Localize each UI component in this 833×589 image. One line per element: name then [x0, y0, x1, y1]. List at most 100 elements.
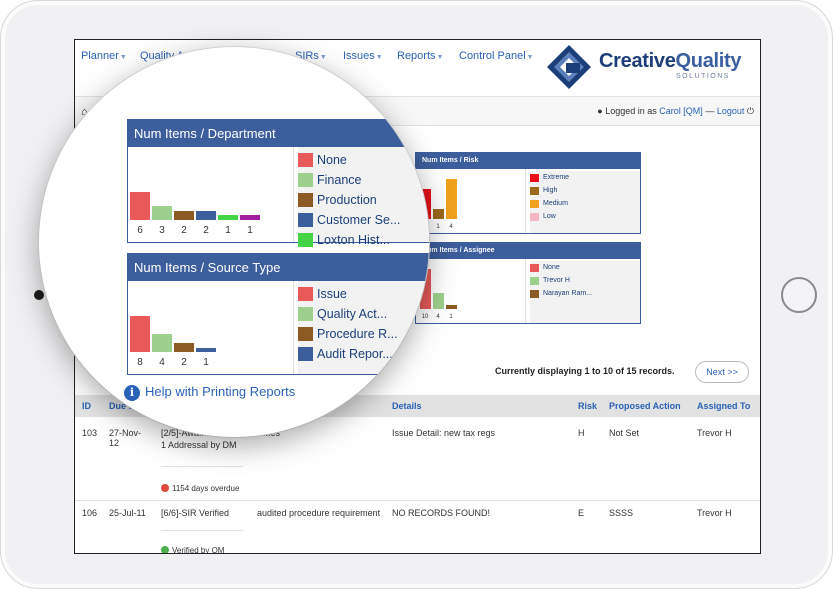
- bar-value-label: 6: [137, 225, 143, 236]
- legend-item: Procedure R...: [298, 324, 429, 344]
- row-risk: E: [578, 508, 585, 518]
- help-printing-link[interactable]: i Help with Printing Reports: [124, 384, 295, 401]
- panel-title: Num Items / Risk: [416, 153, 640, 169]
- row-status: [6/6]-SIR Verified: [161, 508, 230, 518]
- logo-wordmark: CreativeQuality: [599, 50, 742, 72]
- login-status: ● Logged in as Carol [QM] — Logout ⏻: [597, 106, 754, 116]
- row-link[interactable]: audited procedure requirement: [257, 508, 381, 518]
- risk-chart: 314: [416, 169, 526, 233]
- logo-diamond-icon: [547, 45, 591, 89]
- row-details: NO RECORDS FOUND!: [392, 508, 491, 518]
- next-page-button[interactable]: Next >>: [695, 361, 749, 383]
- nav-item-5[interactable]: Control Panel▼: [459, 50, 534, 62]
- bar-value-label: 1: [436, 224, 440, 230]
- divider: [75, 500, 760, 501]
- legend-item: Quality Act...: [298, 304, 429, 324]
- col-assigned[interactable]: Assigned To: [697, 401, 751, 411]
- chart-bar: [196, 347, 216, 352]
- department-legend: None Finance Production Customer Se... Loxto…: [298, 147, 429, 247]
- chart-bar: [446, 305, 457, 309]
- chart-bar: [240, 215, 260, 220]
- row-assigned: Trevor H: [697, 428, 732, 438]
- divider: [161, 466, 243, 467]
- bar-value-label: 8: [137, 357, 143, 368]
- home-icon[interactable]: ⌂: [81, 106, 88, 118]
- legend-item: Finance: [298, 170, 429, 190]
- chart-bar: [152, 206, 172, 220]
- chart-bar: [130, 316, 150, 352]
- main-nav: Planner▼Quality A…▼SIRs▼Issues▼Reports▼C…: [75, 40, 760, 94]
- legend-item: Production: [298, 190, 429, 210]
- company-logo: CreativeQuality SOLUTIONS: [543, 43, 758, 93]
- bar-value-label: 1: [449, 314, 453, 320]
- chart-panel-source-type: Num Items / Source Type 8 4 2 1 Issue Qualit…: [127, 253, 429, 375]
- panel-title: Num Items / Assignee: [416, 243, 640, 259]
- chart-bar: [174, 210, 194, 220]
- bar-value-label: 3: [159, 225, 165, 236]
- legend-item: Issue: [298, 284, 429, 304]
- bar-value-label: 2: [203, 225, 209, 236]
- row-id-link[interactable]: 103: [82, 428, 98, 438]
- logo-tagline: SOLUTIONS: [676, 73, 730, 80]
- chart-panel-risk: Num Items / Risk 314 ExtremeHighMediumLo…: [415, 152, 641, 234]
- bar-value-label: 1: [247, 225, 253, 236]
- row-action: SSSS: [609, 508, 634, 518]
- divider: [161, 530, 243, 531]
- row-id-link[interactable]: 106: [82, 508, 98, 518]
- risk-legend: Extreme High Medium Low: [530, 171, 640, 233]
- col-details[interactable]: Details: [392, 401, 422, 411]
- power-icon[interactable]: ⏻: [746, 106, 754, 116]
- assignee-legend: None Trevor H Narayan Ram...: [530, 261, 640, 323]
- col-due[interactable]: Due D: [109, 401, 136, 411]
- row-details: Issue Detail: new tax regs: [392, 428, 496, 438]
- legend-item: Medium: [530, 197, 640, 210]
- overdue-status: 1154 days overdue: [161, 484, 239, 493]
- magnifier-lens: Num Items / Department 6 3 2 2 1 1 None Financ…: [39, 47, 429, 437]
- user-link[interactable]: Carol [QM]: [659, 106, 703, 116]
- bar-value-label: 4: [449, 224, 453, 230]
- source-chart: 8 4 2 1: [128, 281, 294, 374]
- row-due: 27-Nov- 12: [109, 428, 142, 448]
- legend-item: Loxton Hist...: [298, 230, 429, 250]
- nav-item-3[interactable]: Issues▼: [343, 50, 383, 62]
- col-action[interactable]: Proposed Action: [609, 401, 681, 411]
- logout-link[interactable]: Logout: [716, 106, 745, 116]
- chart-bar: [218, 215, 238, 220]
- legend-item: Trevor H: [530, 274, 640, 287]
- row-risk: H: [578, 428, 585, 438]
- chart-bar: [152, 334, 172, 352]
- chart-bar: [130, 192, 150, 220]
- chart-panel-department: Num Items / Department 6 3 2 2 1 1 None Financ…: [127, 119, 429, 247]
- col-risk[interactable]: Risk: [578, 401, 598, 411]
- assignee-chart: 1041: [416, 259, 526, 323]
- overdue-icon: [161, 484, 169, 492]
- legend-item: Low: [530, 210, 640, 223]
- panel-title: Num Items / Source Type: [128, 254, 429, 281]
- bar-value-label: 1: [203, 357, 209, 368]
- legend-item: Audit Repor...: [298, 344, 429, 364]
- chart-bar: [196, 210, 216, 220]
- bar-value-label: 4: [159, 357, 165, 368]
- verified-status: Verified by QM: [161, 546, 224, 553]
- chart-bar: [174, 343, 194, 352]
- department-chart: 6 3 2 2 1 1: [128, 147, 294, 242]
- bar-value-label: 2: [181, 357, 187, 368]
- panel-title: Num Items / Department: [128, 120, 429, 147]
- nav-item-0[interactable]: Planner▼: [81, 50, 127, 62]
- legend-item: Extreme: [530, 171, 640, 184]
- legend-item: High: [530, 184, 640, 197]
- chart-bar: [433, 293, 444, 309]
- row-status-detail: 1 Addressal by DM: [161, 440, 237, 450]
- source-legend: Issue Quality Act... Procedure R... Audit R…: [298, 281, 429, 374]
- legend-item: None: [530, 261, 640, 274]
- user-icon: ●: [597, 106, 603, 116]
- col-id[interactable]: ID: [82, 401, 91, 411]
- nav-item-4[interactable]: Reports▼: [397, 50, 444, 62]
- legend-item: Customer Se...: [298, 210, 429, 230]
- check-icon: [161, 546, 169, 553]
- bar-value-label: 1: [225, 225, 231, 236]
- legend-item: None: [298, 150, 429, 170]
- home-button[interactable]: [781, 277, 817, 313]
